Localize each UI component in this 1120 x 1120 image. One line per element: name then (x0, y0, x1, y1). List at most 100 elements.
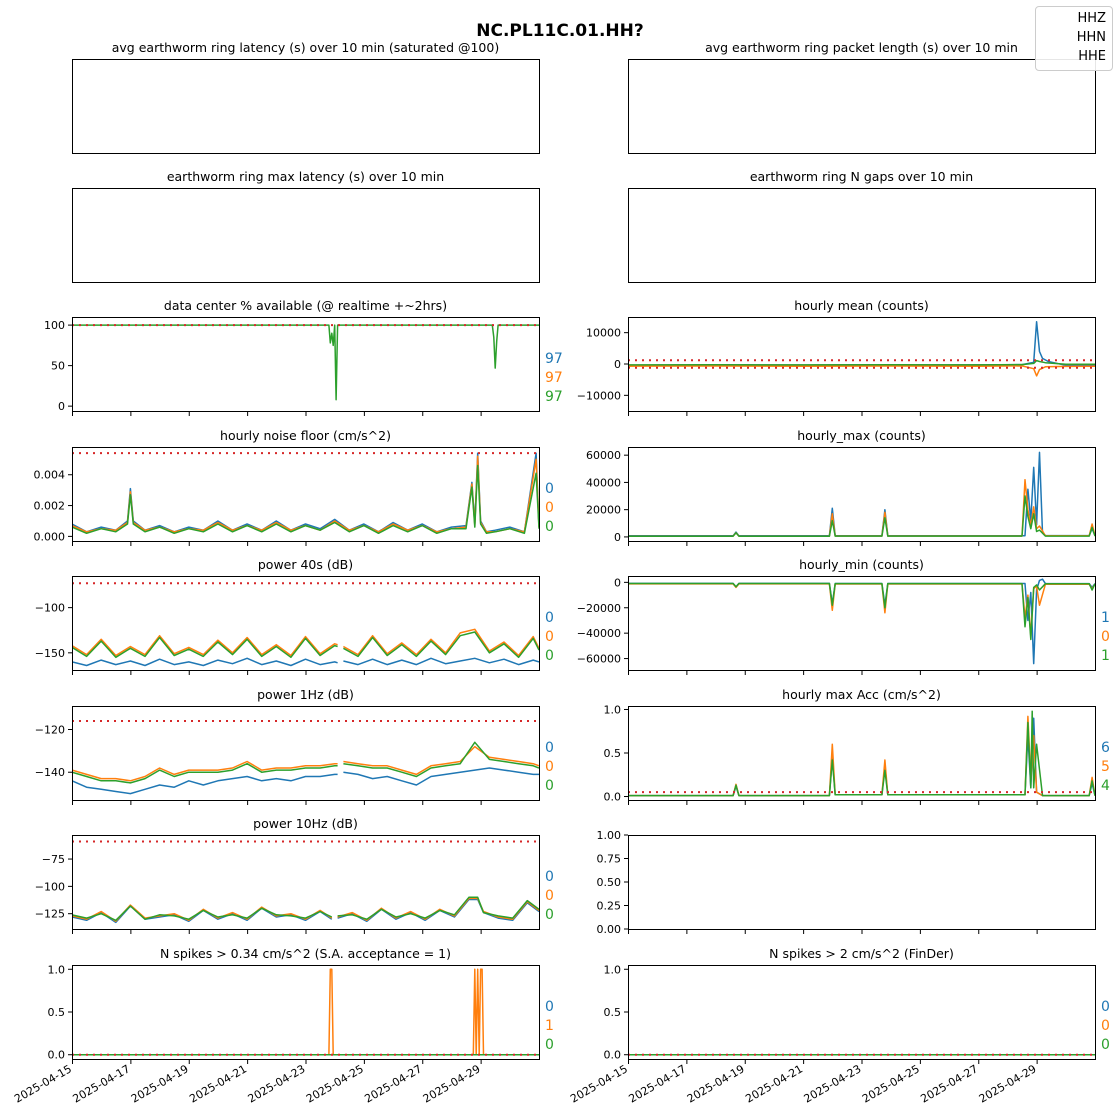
panel-power-1hz: power 1Hz (dB) −120 −140 0 0 0 (35, 687, 554, 805)
y-tick-label: −60000 (577, 653, 621, 666)
y-tick-label: 0.00 (597, 923, 622, 936)
series-line-hhn (343, 628, 539, 657)
stat-value-hhz: 6 (1101, 740, 1110, 756)
y-tick-label: 0 (614, 358, 621, 371)
plot-area (628, 710, 1095, 797)
x-tick-label: 2025-04-19 (685, 1062, 747, 1105)
panel-latency-max: earthworm ring max latency (s) over 10 m… (72, 169, 540, 283)
axes-frame (628, 965, 1096, 1060)
series-line-hhe (628, 495, 1095, 537)
panel-power-10hz: power 10Hz (dB) −75 −100 −125 0 0 0 (35, 816, 554, 934)
plot-area (628, 578, 1095, 665)
y-tick-label: 0.000 (34, 530, 66, 543)
x-tick-label: 2025-04-25 (860, 1062, 922, 1105)
y-tick-label: −140 (35, 766, 65, 779)
y-tick-label: 0.25 (597, 900, 622, 913)
x-tick-label: 2025-04-21 (187, 1062, 249, 1105)
panel-title: hourly_max (counts) (797, 428, 926, 443)
y-tick-label: −100 (35, 880, 65, 893)
axes-frame (72, 835, 540, 930)
axes-frame (72, 706, 540, 801)
series-line-hhe (628, 359, 1095, 366)
y-tick-label: −150 (35, 647, 65, 660)
y-tick-label: −120 (35, 724, 65, 737)
y-tick-label: 0 (614, 531, 621, 544)
series-line-hhe (337, 896, 539, 920)
panel-title: avg earthworm ring packet length (s) ove… (705, 40, 1018, 55)
stat-value-hhz: 0 (545, 740, 554, 756)
axes-frame (72, 59, 540, 154)
legend: HHZ HHN HHE (1035, 6, 1113, 71)
y-tick-label: −125 (35, 908, 65, 921)
series-line-hhe (72, 905, 333, 922)
stat-value-hhe: 0 (545, 1037, 554, 1053)
series-line-hhe (72, 324, 539, 401)
plot-area (72, 452, 539, 535)
stat-value-hhz: 0 (545, 610, 554, 626)
y-tick-label: 0.0 (48, 1049, 66, 1062)
y-tick-label: 50 (51, 360, 65, 373)
panel-packet-len: avg earthworm ring packet length (s) ove… (628, 40, 1096, 154)
stat-value-hhz: 0 (545, 869, 554, 885)
series-line-hhz (343, 767, 539, 786)
plot-area (72, 840, 539, 924)
y-tick-label: 1.0 (604, 703, 622, 716)
panel-hourly-mean: hourly mean (counts) −10000 0 10000 (577, 298, 1096, 416)
y-tick-label: 1.00 (597, 829, 622, 842)
panel-title: power 40s (dB) (258, 557, 353, 572)
panel-title: hourly noise floor (cm/s^2) (220, 428, 391, 443)
series-line-hhz (72, 452, 539, 533)
stat-value-hhz: 0 (1101, 999, 1110, 1015)
panel-hourly-min: hourly_min (counts) 0 −20000 −40000 −60000 1 0… (577, 557, 1110, 675)
panel-title: N spikes > 0.34 cm/s^2 (S.A. acceptance … (160, 946, 451, 961)
panel-title: avg earthworm ring latency (s) over 10 m… (112, 40, 499, 55)
y-tick-label: 0.50 (597, 876, 622, 889)
y-tick-label: 40000 (586, 476, 621, 489)
x-tick-label: 2025-04-29 (977, 1062, 1039, 1105)
panel-latency-avg: avg earthworm ring latency (s) over 10 m… (72, 40, 540, 154)
figure-title: NC.PL11C.01.HH? (476, 21, 643, 41)
series-line-hhn (343, 745, 539, 776)
series-line-hhn (72, 760, 338, 782)
x-tick-label: 2025-04-15 (12, 1062, 74, 1105)
stat-value-hhn: 97 (545, 370, 563, 386)
y-tick-label: 0.0 (604, 791, 622, 804)
stat-value-hhz: 0 (545, 999, 554, 1015)
stat-value-hhe: 0 (1101, 1037, 1110, 1053)
x-tick-label: 2025-04-19 (129, 1062, 191, 1105)
y-tick-label: −75 (42, 853, 65, 866)
axes-frame (72, 447, 540, 542)
panel-dc-avail: data center % available (@ realtime +~2h… (44, 298, 563, 416)
x-tick-label: 2025-04-17 (627, 1062, 689, 1105)
y-tick-label: 10000 (586, 327, 621, 340)
panel-title: hourly max Acc (cm/s^2) (782, 687, 941, 702)
panel-title: hourly_min (counts) (799, 557, 924, 572)
x-tick-label: 2025-04-25 (304, 1062, 366, 1105)
plot-area (72, 719, 539, 795)
plot-area (72, 582, 539, 667)
y-tick-label: 1.0 (604, 963, 622, 976)
y-tick-label: 1.0 (48, 963, 66, 976)
stat-value-hhn: 0 (545, 629, 554, 645)
axes-frame (628, 188, 1096, 283)
series-line-hhe (72, 464, 539, 535)
x-tick-label: 2025-04-17 (71, 1062, 133, 1105)
y-tick-label: 0.0 (604, 1049, 622, 1062)
stat-value-hhn: 0 (545, 500, 554, 516)
series-line-hhn (72, 904, 333, 923)
x-tick-label: 2025-04-23 (802, 1062, 864, 1105)
x-tick-label: 2025-04-15 (568, 1062, 630, 1105)
series-line-hhz (343, 657, 539, 666)
stat-value-hhz: 1 (1101, 610, 1110, 626)
panel-spikes-sa: N spikes > 0.34 cm/s^2 (S.A. acceptance … (12, 946, 554, 1106)
y-tick-label: 0.75 (597, 853, 622, 866)
stat-value-hhn: 5 (1101, 759, 1110, 775)
legend-entry-hhz: HHZ (1077, 11, 1106, 26)
panel-title: earthworm ring max latency (s) over 10 m… (167, 169, 444, 184)
legend-entry-hhe: HHE (1078, 49, 1106, 64)
panel-title: earthworm ring N gaps over 10 min (750, 169, 973, 184)
panel-power-40s: power 40s (dB) −100 −150 0 0 0 (35, 557, 554, 675)
axes-frame (72, 317, 540, 412)
y-tick-label: 0.004 (34, 469, 66, 482)
